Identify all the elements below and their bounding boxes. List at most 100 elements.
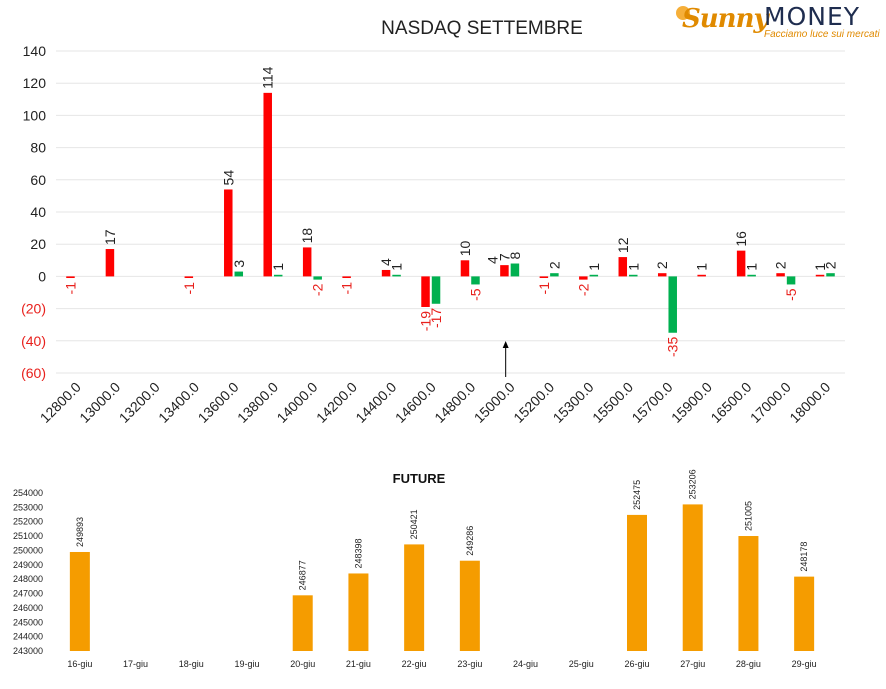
future-bar: [738, 536, 759, 651]
nasdaq-x-tick-label: 18000.0: [786, 379, 833, 426]
nasdaq-bar: [342, 276, 351, 279]
future-x-tick-label: 25-giu: [569, 659, 594, 669]
nasdaq-data-label: 1: [694, 263, 710, 271]
future-bars: [69, 504, 815, 651]
nasdaq-x-tick-label: 15200.0: [510, 379, 557, 426]
future-y-axis: 254000 253000 252000 251000 250000 249000 2480…: [13, 488, 43, 656]
nasdaq-y-tick-label: 20: [30, 236, 46, 252]
nasdaq-bar: [392, 274, 401, 277]
future-data-label: 249893: [75, 517, 85, 547]
nasdaq-data-label: 8: [507, 252, 523, 260]
future-x-tick-label: 16-giu: [67, 659, 92, 669]
nasdaq-bar: [589, 274, 599, 277]
future-bar: [69, 551, 90, 651]
future-bar: [627, 514, 647, 651]
nasdaq-bar: [313, 276, 322, 280]
future-x-tick-label: 24-giu: [513, 659, 538, 669]
future-data-label: 248178: [799, 542, 809, 572]
nasdaq-bar: [826, 273, 835, 277]
nasdaq-data-label: 17: [102, 229, 118, 245]
future-x-tick-label: 21-giu: [346, 659, 371, 669]
nasdaq-bar: [500, 265, 509, 277]
nasdaq-x-tick-label: 13400.0: [155, 379, 202, 426]
nasdaq-bar: [668, 276, 677, 333]
future-bar: [794, 576, 815, 651]
nasdaq-x-tick-label: 13200.0: [116, 379, 163, 426]
nasdaq-bar: [302, 247, 312, 277]
nasdaq-data-label: 10: [457, 241, 473, 257]
future-y-tick-label: 250000: [13, 545, 43, 555]
future-data-label: 250421: [409, 509, 419, 539]
logo-tagline: Facciamo luce sui mercati: [764, 29, 880, 40]
nasdaq-bar: [776, 273, 785, 277]
nasdaq-data-label: 2: [773, 261, 789, 269]
logo-brand-sunny: Sunny: [682, 4, 769, 34]
nasdaq-bar: [736, 250, 746, 277]
nasdaq-data-label: 4: [378, 258, 394, 266]
nasdaq-data-label: 114: [260, 66, 276, 89]
future-y-tick-label: 247000: [13, 589, 43, 599]
nasdaq-data-label: -2: [310, 283, 326, 296]
future-x-tick-label: 18-giu: [179, 659, 204, 669]
future-x-tick-label: 20-giu: [290, 659, 315, 669]
nasdaq-y-axis: 140 120 100 80 60 40 20 0 (20) (40) (60): [21, 43, 46, 381]
annotation-arrow-head: [502, 341, 509, 348]
future-data-labels: 249893 246877 248398 250421 249286 252475 2532…: [75, 469, 809, 590]
nasdaq-y-tick-label: (20): [21, 301, 46, 317]
nasdaq-data-label: 54: [220, 170, 236, 186]
future-bar: [292, 595, 313, 651]
nasdaq-bar: [629, 274, 638, 277]
nasdaq-x-tick-label: 15300.0: [550, 379, 597, 426]
future-y-tick-label: 249000: [13, 560, 43, 570]
future-y-tick-label: 244000: [13, 632, 43, 642]
future-data-label: 253206: [688, 469, 698, 499]
nasdaq-bar: [184, 276, 194, 279]
future-x-tick-label: 29-giu: [792, 659, 817, 669]
future-y-tick-label: 248000: [13, 574, 43, 584]
nasdaq-bar: [224, 189, 233, 277]
future-y-tick-label: 251000: [13, 531, 43, 541]
nasdaq-bar: [105, 249, 115, 277]
future-y-tick-label: 253000: [13, 502, 43, 512]
nasdaq-x-tick-label: 13600.0: [195, 379, 242, 426]
nasdaq-bar: [66, 276, 75, 279]
nasdaq-x-tick-label: 15500.0: [589, 379, 636, 426]
nasdaq-bar: [460, 260, 470, 277]
nasdaq-data-label: 2: [823, 261, 839, 269]
nasdaq-bar: [697, 274, 706, 277]
nasdaq-y-tick-label: (60): [21, 365, 46, 381]
nasdaq-bar: [747, 274, 756, 277]
nasdaq-bar: [510, 263, 520, 277]
future-x-tick-label: 26-giu: [624, 659, 649, 669]
nasdaq-bar: [431, 276, 441, 304]
logo-brand-money: MONEY: [764, 2, 861, 31]
sunny-money-logo: Sunny MONEY Facciamo luce sui mercati: [676, 2, 882, 44]
nasdaq-bar: [550, 273, 559, 277]
nasdaq-data-label: -1: [536, 282, 552, 295]
nasdaq-x-tick-label: 14800.0: [431, 379, 478, 426]
nasdaq-gridlines: [56, 50, 845, 374]
nasdaq-x-axis: 12800.013000.013200.013400.013600.013800…: [37, 379, 834, 426]
nasdaq-y-tick-label: 140: [23, 43, 47, 59]
nasdaq-y-tick-label: 60: [30, 172, 46, 188]
nasdaq-y-tick-label: 0: [38, 268, 46, 284]
nasdaq-data-label: -1: [181, 282, 197, 295]
nasdaq-y-tick-label: 100: [23, 107, 47, 123]
nasdaq-x-tick-label: 14600.0: [392, 379, 439, 426]
future-y-tick-label: 252000: [13, 517, 43, 527]
nasdaq-data-label: 1: [625, 263, 641, 271]
future-data-label: 248398: [353, 538, 363, 568]
nasdaq-data-label: 16: [733, 231, 749, 247]
nasdaq-data-label: 2: [654, 261, 670, 269]
nasdaq-y-tick-label: 80: [30, 140, 46, 156]
nasdaq-bars: [66, 92, 835, 333]
future-y-tick-label: 246000: [13, 603, 43, 613]
nasdaq-bar: [381, 269, 391, 277]
future-bar: [348, 573, 369, 651]
nasdaq-data-label: -19: [418, 311, 434, 331]
nasdaq-y-tick-label: 120: [23, 75, 47, 91]
nasdaq-bar: [421, 276, 430, 307]
nasdaq-data-label: 1: [270, 263, 286, 271]
